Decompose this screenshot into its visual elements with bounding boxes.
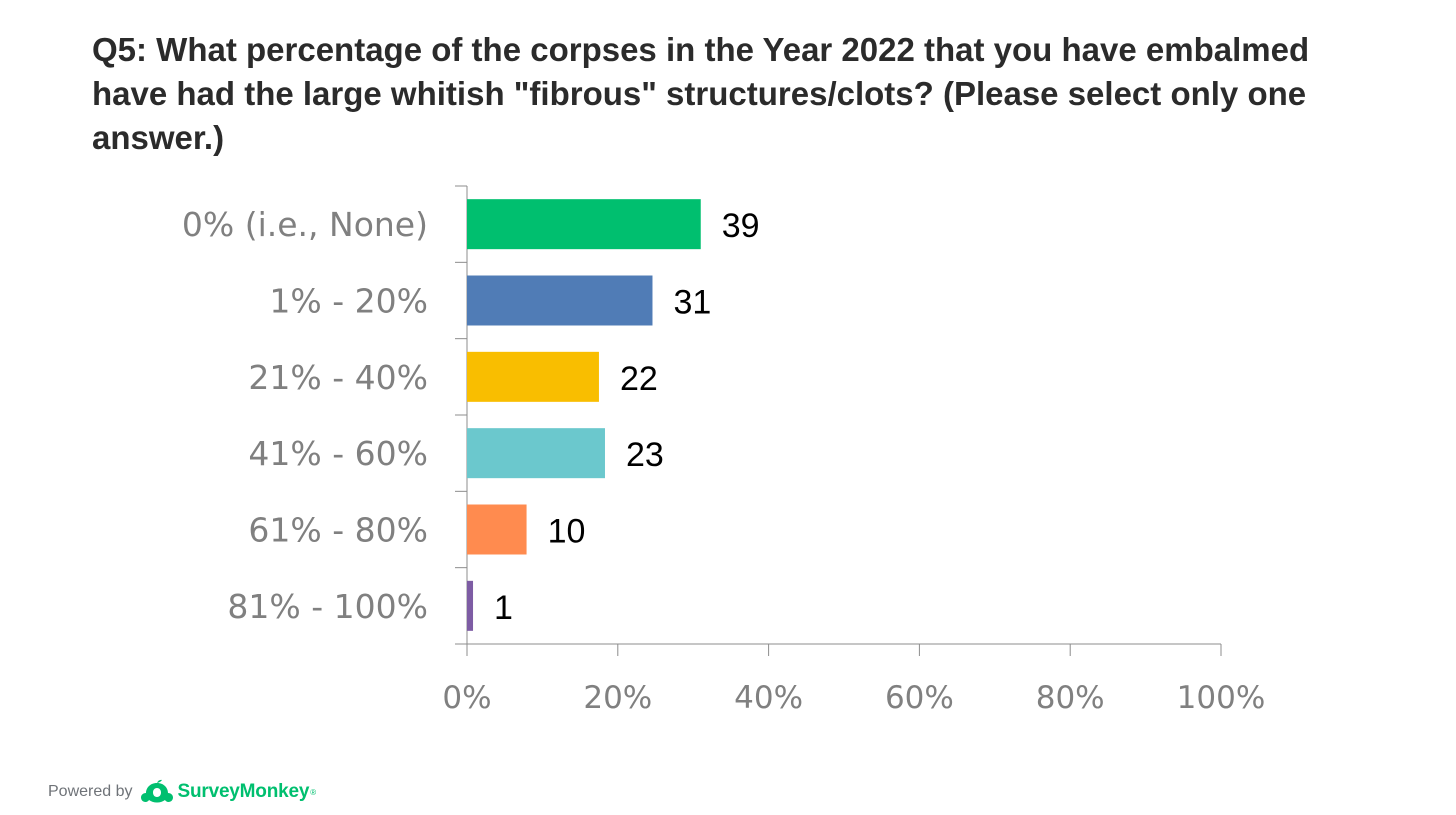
x-tick-label: 40%: [734, 680, 803, 716]
data-label: 22: [620, 360, 658, 398]
category-label: 0% (i.e., None): [182, 205, 428, 244]
x-tick-label: 60%: [885, 680, 954, 716]
bar: [467, 428, 605, 479]
category-label: 21% - 40%: [248, 358, 428, 397]
x-tick-label: 20%: [583, 680, 652, 716]
bar: [467, 275, 653, 326]
brand-trademark: ®: [310, 787, 317, 797]
footer: Powered by SurveyMonkey ®: [48, 775, 316, 809]
surveymonkey-brand: SurveyMonkey: [177, 781, 310, 802]
powered-by-text: Powered by: [48, 783, 133, 800]
bar: [467, 580, 474, 631]
bar: [467, 504, 527, 555]
data-label: 1: [494, 589, 513, 627]
x-tick-label: 80%: [1036, 680, 1105, 716]
category-label: 1% - 20%: [269, 282, 428, 321]
category-label: 61% - 80%: [248, 511, 428, 550]
bar: [467, 199, 701, 250]
data-label: 39: [722, 207, 760, 245]
x-tick-label: 100%: [1177, 680, 1266, 716]
data-label: 31: [673, 284, 711, 322]
data-label: 10: [548, 513, 586, 551]
category-label: 81% - 100%: [227, 587, 428, 626]
x-tick-label: 0%: [442, 680, 491, 716]
category-label: 41% - 60%: [248, 434, 428, 473]
surveymonkey-logo-icon: [140, 779, 174, 805]
bar: [467, 351, 599, 402]
data-label: 23: [626, 436, 664, 474]
chart-title: Q5: What percentage of the corpses in th…: [92, 31, 1310, 156]
